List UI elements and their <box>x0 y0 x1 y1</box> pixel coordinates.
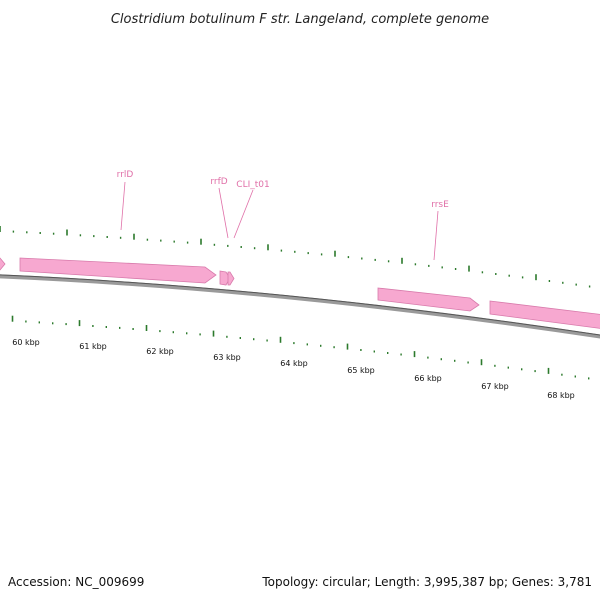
gene-label-leaders <box>120 181 439 261</box>
gene-feature-rrsE[interactable] <box>377 287 480 312</box>
scale-label-61: 61 kbp <box>79 342 107 351</box>
lower-tick-row <box>11 315 590 380</box>
leader-CLI_t01 <box>233 189 254 239</box>
scale-label-68: 68 kbp <box>547 391 575 400</box>
scale-label-65: 65 kbp <box>347 366 375 375</box>
leader-rrlD <box>120 181 126 231</box>
genome-summary-text: Topology: circular; Length: 3,995,387 bp… <box>261 575 592 589</box>
scale-label-64: 64 kbp <box>280 359 308 368</box>
gene-label-CLI_t01: CLI_t01 <box>236 180 269 190</box>
map-title: Clostridium botulinum F str. Langeland, … <box>111 12 489 27</box>
scale-label-60: 60 kbp <box>12 338 40 347</box>
leader-rrsE <box>433 210 439 261</box>
upper-tick-row <box>0 226 591 288</box>
gene-feature-left-edge[interactable] <box>0 257 6 271</box>
scale-label-63: 63 kbp <box>213 353 241 362</box>
scale-label-67: 67 kbp <box>481 382 509 391</box>
gene-feature-right[interactable] <box>489 300 600 329</box>
gene-feature-CLI_t01[interactable] <box>227 271 235 286</box>
scale-label-62: 62 kbp <box>146 347 174 356</box>
gene-features <box>0 257 600 329</box>
scale-labels: 60 kbp 61 kbp 62 kbp 63 kbp 64 kbp 65 kb… <box>12 338 575 400</box>
gene-feature-rrlD[interactable] <box>19 257 217 284</box>
gene-label-rrsE: rrsE <box>431 200 449 210</box>
scale-label-66: 66 kbp <box>414 374 442 383</box>
gene-label-rrlD: rrlD <box>117 170 134 180</box>
gene-label-rrfD: rrfD <box>210 177 227 187</box>
accession-text: Accession: NC_009699 <box>8 575 144 589</box>
genome-backbone <box>0 274 600 339</box>
leader-rrfD <box>218 187 229 239</box>
gene-labels: rrlD rrfD CLI_t01 rrsE <box>117 170 449 210</box>
